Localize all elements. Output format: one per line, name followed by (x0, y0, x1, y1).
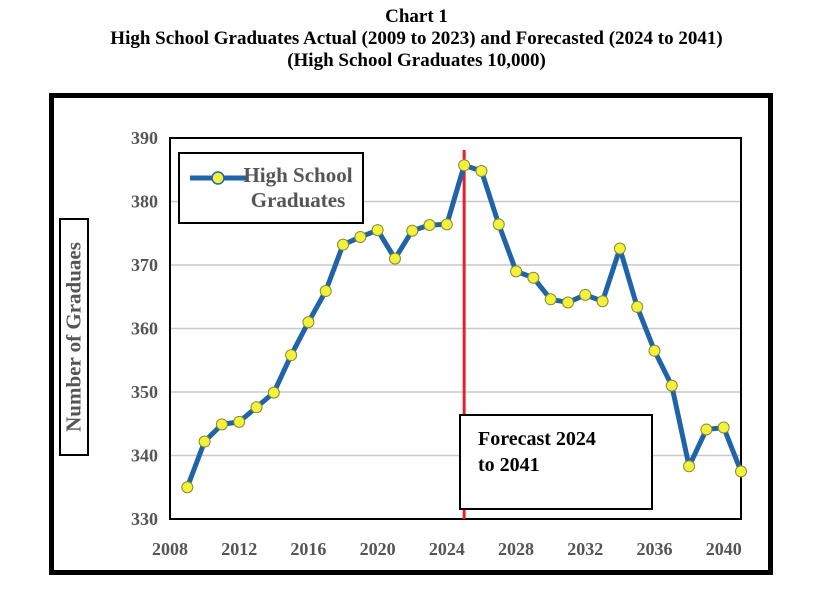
x-tick-2036: 2036 (636, 539, 672, 559)
chart-frame (49, 93, 773, 575)
data-point-2039 (700, 423, 713, 436)
data-point-2021 (388, 252, 401, 265)
x-tick-labels: 2008 2012 2016 2020 2024 2028 2032 2036 2040 (152, 539, 742, 559)
x-tick-2024: 2024 (429, 539, 465, 559)
data-point-2017 (319, 285, 332, 298)
x-tick-2032: 2032 (567, 539, 603, 559)
data-point-2024 (440, 218, 453, 231)
y-tick-330: 330 (131, 509, 158, 529)
data-point-2031 (561, 296, 574, 309)
x-tick-2040: 2040 (706, 539, 742, 559)
data-point-2041 (735, 465, 747, 478)
data-point-2012 (233, 415, 246, 428)
y-tick-labels: 330 340 350 360 370 380 390 (131, 128, 158, 529)
data-point-2014 (267, 386, 280, 399)
x-tick-2016: 2016 (290, 539, 326, 559)
data-point-2013 (250, 401, 263, 414)
y-axis-label: Number of Graduaes (61, 242, 86, 432)
plot-area-border (169, 137, 742, 520)
forecast-annotation-line2: to 2041 (478, 454, 540, 476)
data-point-2020 (371, 224, 384, 237)
data-point-2030 (544, 293, 557, 306)
forecast-annotation-box (459, 414, 653, 510)
data-point-2035 (631, 300, 644, 313)
data-point-2026 (475, 165, 488, 178)
data-point-2034 (613, 242, 626, 255)
data-point-2023 (423, 218, 436, 231)
x-tick-2008: 2008 (152, 539, 188, 559)
y-tick-370: 370 (131, 255, 158, 275)
data-point-2033 (596, 295, 609, 308)
y-axis-label-box (59, 218, 89, 456)
data-point-2029 (527, 271, 540, 284)
forecast-annotation: Forecast 2024 to 2041 (478, 426, 648, 478)
chart-subtitle: High School Graduates Actual (2009 to 20… (110, 28, 723, 49)
y-tick-380: 380 (131, 192, 158, 212)
chart-title: Chart 1 (385, 6, 448, 27)
data-point-2022 (406, 224, 419, 237)
data-point-2032 (579, 288, 592, 301)
data-point-2036 (648, 344, 661, 357)
chart-units: (High School Graduates 10,000) (287, 50, 546, 71)
chart-title-block: Chart 1 High School Graduates Actual (20… (0, 6, 833, 72)
data-point-2019 (354, 231, 367, 244)
x-tick-2020: 2020 (360, 539, 396, 559)
y-tick-340: 340 (131, 446, 158, 466)
legend-label: High School Graduates (243, 163, 353, 212)
data-point-2027 (492, 218, 505, 231)
data-point-2011 (215, 418, 228, 431)
y-tick-390: 390 (131, 128, 158, 148)
data-point-2015 (285, 349, 298, 362)
legend (178, 152, 364, 224)
data-point-2025 (458, 159, 471, 172)
data-point-2037 (665, 379, 678, 392)
x-tick-2012: 2012 (221, 539, 257, 559)
x-tick-2028: 2028 (498, 539, 534, 559)
data-point-2009 (181, 481, 194, 494)
data-point-2016 (302, 316, 315, 329)
data-point-2018 (337, 238, 350, 251)
y-tick-350: 350 (131, 382, 158, 402)
series-markers (181, 159, 747, 494)
data-point-2028 (510, 265, 523, 278)
forecast-annotation-line1: Forecast 2024 (478, 428, 596, 450)
data-point-2010 (198, 435, 211, 448)
y-tick-360: 360 (131, 319, 158, 339)
legend-swatch (190, 171, 246, 185)
data-point-2038 (683, 460, 696, 473)
data-point-2040 (717, 421, 730, 434)
